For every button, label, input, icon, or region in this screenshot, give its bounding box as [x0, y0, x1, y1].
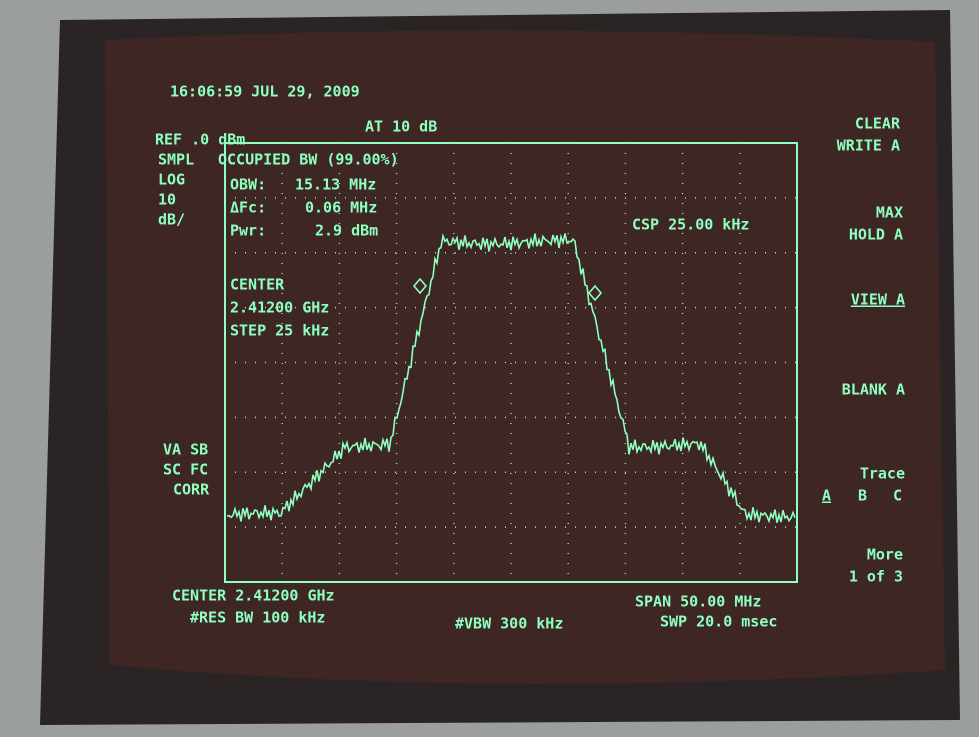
softkey[interactable]: CLEAR — [855, 115, 901, 133]
softkey[interactable]: VIEW A — [851, 291, 905, 309]
measurement-key: Pwr: — [230, 222, 266, 240]
left-label: SC FC — [163, 461, 208, 479]
center-box-line: CENTER — [230, 276, 285, 294]
measurement-key: ΔFc: — [230, 199, 266, 217]
footer-sweep: SWP 20.0 msec — [660, 613, 777, 631]
left-label: 10 — [158, 191, 176, 209]
left-label: SMPL — [158, 151, 194, 169]
measurement-title: OCCUPIED BW (99.00%) — [218, 151, 399, 169]
softkey[interactable]: 1 of 3 — [849, 568, 903, 586]
softkey[interactable]: BLANK A — [842, 381, 905, 399]
softkey[interactable]: Trace — [860, 465, 905, 483]
softkey[interactable]: WRITE A — [837, 137, 900, 155]
footer-vbw: #VBW 300 kHz — [455, 615, 563, 633]
footer-center: CENTER 2.41200 GHz — [172, 587, 335, 605]
measurement-key: OBW: — [230, 176, 266, 194]
left-label: VA SB — [163, 441, 208, 459]
reference-level: REF .0 dBm — [155, 131, 245, 149]
footer-span: SPAN 50.00 MHz — [635, 593, 761, 611]
softkey[interactable]: More — [867, 546, 903, 564]
footer-res-bw: #RES BW 100 kHz — [190, 609, 325, 627]
timestamp: 16:06:59 JUL 29, 2009 — [170, 83, 360, 101]
softkey[interactable]: A — [822, 487, 831, 505]
measurement-value: 15.13 MHz — [295, 176, 376, 194]
softkey[interactable]: C — [893, 487, 902, 505]
center-box-line: 2.41200 GHz — [230, 299, 329, 317]
left-label: LOG — [158, 171, 185, 189]
center-box-line: STEP 25 kHz — [230, 322, 329, 340]
softkey[interactable]: MAX — [876, 204, 903, 222]
left-label: CORR — [173, 481, 210, 499]
obw-markers — [412, 277, 603, 302]
trace — [226, 232, 796, 524]
measurement-value: 2.9 dBm — [315, 222, 378, 240]
attenuation: AT 10 dB — [365, 118, 437, 136]
softkey[interactable]: B — [858, 487, 867, 505]
screen — [105, 30, 945, 684]
softkey[interactable]: HOLD A — [849, 226, 903, 244]
left-label: dB/ — [158, 211, 185, 229]
measurement-value: 0.06 MHz — [305, 199, 377, 217]
channel-spacing: CSP 25.00 kHz — [632, 216, 749, 234]
